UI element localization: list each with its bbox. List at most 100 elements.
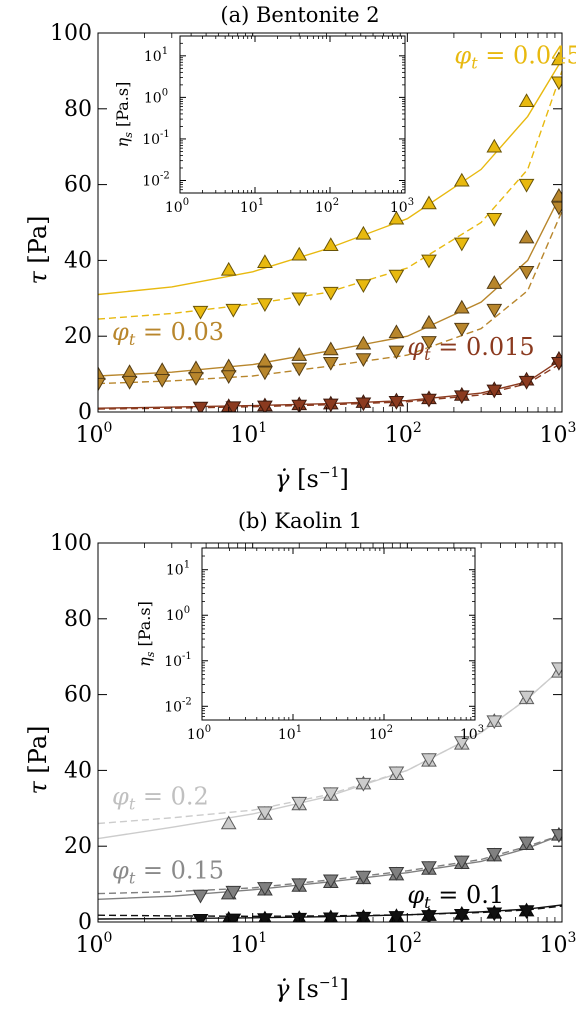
y-tick-label: 40 <box>64 248 92 273</box>
data-point <box>225 885 242 900</box>
data-point <box>291 347 308 361</box>
data-point <box>421 910 437 922</box>
data-point <box>220 261 237 276</box>
data-point <box>322 341 339 356</box>
data-point <box>551 662 562 677</box>
data-point <box>154 362 171 377</box>
data-point <box>355 870 372 885</box>
x-tick-label: 101 <box>230 930 267 958</box>
data-point <box>551 76 562 91</box>
data-point <box>192 401 209 412</box>
data-point <box>220 370 237 385</box>
data-point <box>453 172 470 187</box>
data-point <box>322 237 339 251</box>
series-annotation-2: φt = 0.1 <box>407 881 504 912</box>
data-point <box>518 229 535 244</box>
data-point <box>192 889 209 904</box>
data-point <box>518 93 535 107</box>
x-tick-label: 101 <box>278 724 302 743</box>
data-point <box>322 787 339 802</box>
data-point <box>421 314 437 329</box>
data-point <box>388 269 405 284</box>
plot-frame <box>97 32 563 413</box>
data-point <box>486 138 503 153</box>
data-point <box>98 366 106 380</box>
y-tick-label: 40 <box>64 758 92 783</box>
x-tick-label: 100 <box>76 420 113 448</box>
data-point <box>225 303 242 318</box>
y-tick-label: 0 <box>78 400 92 425</box>
data-point <box>453 909 470 922</box>
x-tick-label: 100 <box>187 724 211 743</box>
x-tick-label: 101 <box>240 197 264 216</box>
series-annotation-0: φt = 0.2 <box>112 783 209 814</box>
x-tick-label: 103 <box>540 420 576 448</box>
x-tick-label: 103 <box>540 930 576 958</box>
inset-background <box>180 36 405 193</box>
data-point <box>322 286 339 301</box>
data-point <box>322 356 339 371</box>
data-point <box>355 225 372 240</box>
y-tick-label: 20 <box>64 324 92 349</box>
data-point <box>257 254 273 269</box>
chart-2-plot <box>98 662 562 922</box>
data-point <box>257 882 273 896</box>
data-point <box>98 377 106 392</box>
x-tick-label: 100 <box>165 197 189 216</box>
data-point <box>355 777 372 792</box>
x-tick-label: 101 <box>230 420 267 448</box>
y-tick-label: 100 <box>166 605 190 624</box>
data-point <box>486 212 503 227</box>
data-point <box>388 866 405 881</box>
data-point <box>486 848 503 862</box>
data-point <box>291 796 308 811</box>
y-tick-label: 10-1 <box>164 651 192 670</box>
series-annotation-0: φt = 0.045 <box>454 41 576 72</box>
y-tick-label: 80 <box>64 607 92 632</box>
data-point <box>421 861 437 876</box>
y-tick-label: 60 <box>64 683 92 708</box>
data-point <box>518 375 535 390</box>
data-point <box>291 292 308 307</box>
data-point <box>421 393 437 408</box>
y-tick-label: 0 <box>78 910 92 935</box>
data-point <box>355 911 372 922</box>
plot-frame <box>201 547 476 721</box>
data-point <box>154 374 171 388</box>
data-point <box>121 364 138 378</box>
data-point <box>486 907 503 922</box>
y-tick-label: 60 <box>64 173 92 198</box>
data-point <box>257 298 273 312</box>
data-point <box>225 401 242 412</box>
y-tick-label: 100 <box>50 531 92 556</box>
x-tick-label: 100 <box>76 930 113 958</box>
series-annotation-2: φt = 0.015 <box>407 333 534 364</box>
panel-b-title: (b) Kaolin 1 <box>238 509 362 533</box>
x-tick-label: 102 <box>385 930 422 958</box>
data-point <box>291 399 308 412</box>
data-point <box>453 390 470 405</box>
data-point <box>453 736 470 750</box>
data-point <box>388 766 405 781</box>
chart-0-axes: 100 101 102 103 0 20 40 60 80 100 <box>50 21 576 448</box>
chart-3-axes: 100 101 102 103 10-2 10-1 100 101 ηs [Pa.s] <box>135 547 484 743</box>
series-annotation-1: φt = 0.15 <box>112 856 224 887</box>
inset-ylabel: ηs [Pa.s] <box>135 601 157 667</box>
y-tick-label: 101 <box>166 560 190 579</box>
data-point <box>453 299 470 314</box>
data-point <box>291 246 308 261</box>
data-point <box>453 322 470 337</box>
data-point <box>421 254 437 269</box>
data-point <box>225 913 242 922</box>
data-point <box>188 372 204 386</box>
data-point <box>257 366 273 381</box>
data-point <box>355 353 372 367</box>
series-annotation-1: φt = 0.03 <box>112 318 224 349</box>
data-point <box>486 275 503 289</box>
panel-a-title: (a) Bentonite 2 <box>220 3 379 27</box>
panel-a-xlabel: γ̇ [s−1] <box>275 465 349 493</box>
data-point <box>257 806 273 821</box>
chart-0-plot <box>98 51 562 412</box>
inset-ylabel: ηs [Pa.s] <box>113 82 135 148</box>
